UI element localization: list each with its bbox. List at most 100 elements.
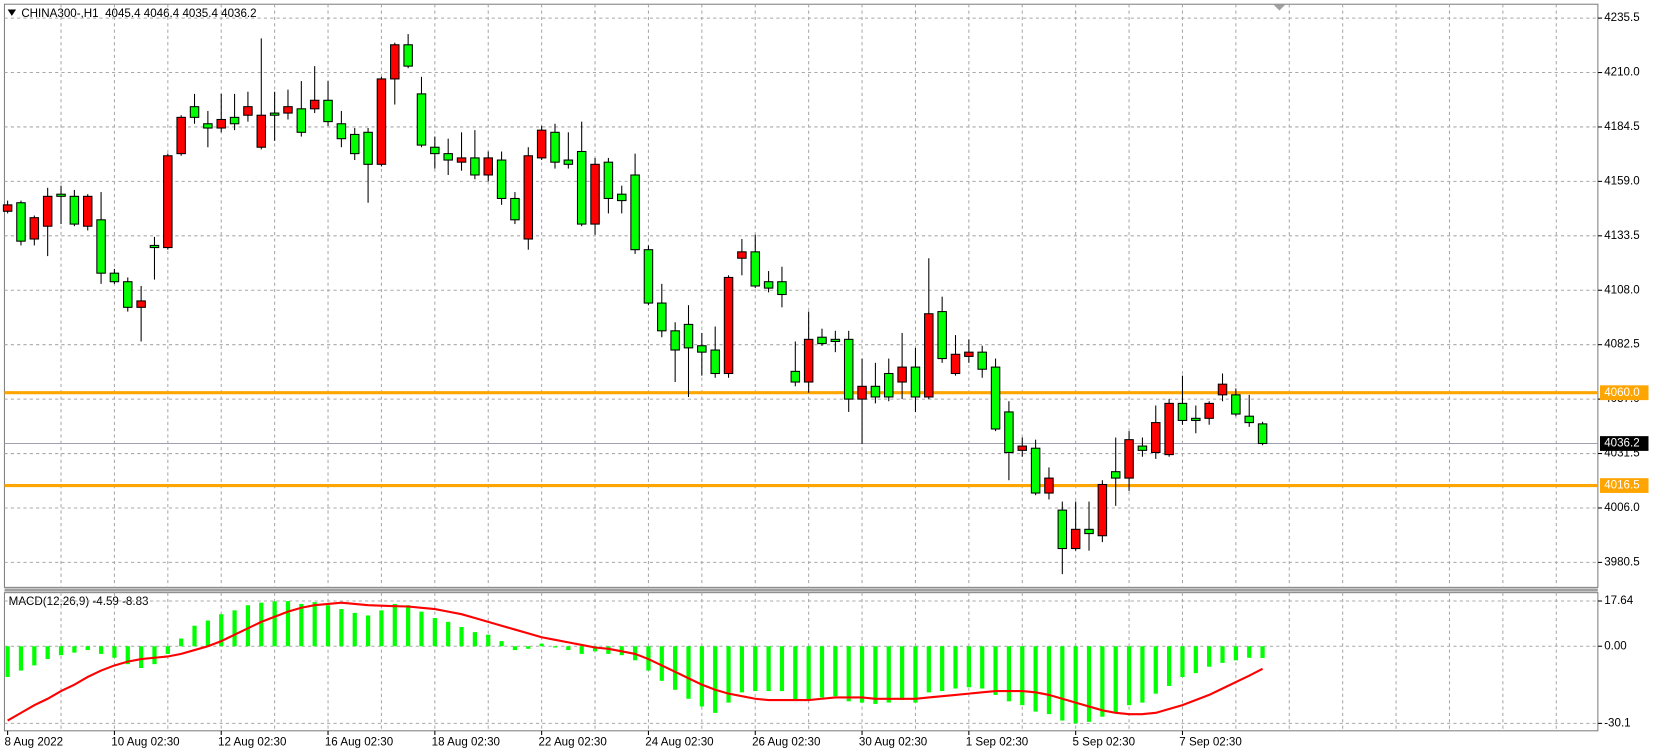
macd-pane: [3, 592, 1599, 732]
candle-body: [323, 99, 333, 123]
candle-body: [136, 300, 146, 308]
histogram-bar: [472, 632, 477, 647]
candle-body: [82, 195, 93, 227]
histogram-bar: [806, 646, 811, 701]
candle-body: [710, 349, 720, 375]
y-tick-label: 4235.5: [1604, 11, 1639, 24]
candle-body: [376, 78, 387, 165]
histogram-bar: [1260, 646, 1265, 658]
candle-body: [777, 281, 787, 296]
histogram-bar: [312, 602, 317, 647]
histogram-bar: [753, 646, 758, 692]
candle-body: [363, 131, 373, 165]
histogram-bar: [1153, 646, 1158, 694]
candle-body: [203, 123, 213, 129]
histogram-bar: [165, 646, 170, 654]
candle-body: [1191, 417, 1201, 421]
candle-body: [817, 336, 827, 345]
x-tick-label: 24 Aug 02:30: [645, 735, 713, 748]
histogram-bar: [713, 646, 718, 713]
histogram-bar: [940, 646, 945, 692]
candle-body: [269, 112, 280, 116]
histogram-bar: [392, 603, 397, 647]
histogram-bar: [1126, 646, 1132, 706]
candle-body: [937, 311, 947, 360]
y-tick-label: 0.00: [1604, 639, 1627, 652]
candle-body: [56, 193, 66, 197]
histogram-bar: [779, 646, 785, 692]
candle-body: [670, 330, 680, 351]
histogram-bar: [285, 601, 291, 647]
histogram-bar: [1060, 646, 1065, 721]
histogram-bar: [899, 646, 905, 701]
histogram-bar: [953, 646, 958, 689]
histogram-bar: [539, 643, 544, 647]
candle-body: [750, 251, 760, 287]
histogram-bar: [1233, 646, 1238, 661]
histogram-bar: [499, 641, 504, 647]
bid-label-box: [1599, 436, 1649, 451]
candle-body: [763, 281, 774, 289]
histogram-bar: [1167, 646, 1172, 686]
x-tick-label: 12 Aug 02:30: [218, 735, 286, 748]
candle-body: [1070, 528, 1081, 550]
candle-body: [977, 351, 987, 370]
histogram-bar: [299, 603, 304, 647]
candle-body: [216, 118, 226, 129]
y-tick-label: 4210.0: [1604, 66, 1639, 79]
histogram-bar: [1180, 646, 1185, 677]
histogram-bar: [1046, 646, 1052, 715]
candle-body: [790, 370, 801, 383]
histogram-bar: [58, 646, 64, 656]
candle-body: [1164, 402, 1174, 456]
candle-body: [336, 123, 347, 140]
candle-body: [523, 155, 534, 240]
histogram-bar: [18, 646, 24, 671]
price-pane: [3, 3, 1599, 588]
histogram-bar: [352, 612, 357, 647]
candle-body: [1204, 402, 1214, 419]
candle-body: [590, 163, 600, 225]
candle-body: [1151, 422, 1161, 454]
histogram-bar: [833, 646, 838, 697]
candle-body: [924, 313, 934, 398]
histogram-bar: [592, 646, 598, 652]
candle-body: [69, 195, 80, 225]
candle-body: [1017, 445, 1028, 451]
collapse-icon[interactable]: [7, 9, 17, 16]
histogram-bar: [1247, 646, 1252, 658]
pane-separator: [4, 588, 1598, 592]
candle-body: [296, 108, 307, 133]
histogram-bar: [5, 646, 10, 677]
y-tick-label: 4184.5: [1604, 120, 1639, 133]
candle-body: [884, 372, 894, 398]
candle-body: [109, 272, 120, 283]
candle-body: [1177, 402, 1188, 421]
histogram-bar: [325, 605, 331, 647]
y-tick-label: 4133.5: [1604, 229, 1639, 242]
x-tick-label: 10 Aug 02:30: [111, 735, 179, 748]
histogram-bar: [926, 646, 931, 693]
x-tick-label: 8 Aug 2022: [4, 735, 63, 748]
histogram-bar: [793, 646, 798, 701]
histogram-bar: [913, 646, 918, 703]
histogram-bar: [179, 638, 184, 647]
chart-shift-marker[interactable]: [1273, 4, 1286, 11]
candle-body: [737, 251, 747, 259]
histogram-bar: [419, 611, 424, 647]
candle-body: [1137, 445, 1148, 451]
candle-body: [1004, 411, 1014, 454]
level-label: 4060.0: [1604, 386, 1639, 399]
histogram-bar: [139, 646, 144, 669]
histogram-bar: [1006, 646, 1012, 702]
candle-body: [1124, 439, 1134, 479]
histogram-bar: [512, 646, 518, 651]
histogram-bar: [459, 626, 464, 647]
histogram-bar: [259, 602, 264, 647]
candle-body: [576, 150, 587, 225]
candle-body: [603, 161, 614, 199]
histogram-bar: [219, 614, 224, 647]
candle-body: [803, 338, 814, 383]
histogram-bar: [579, 646, 584, 654]
